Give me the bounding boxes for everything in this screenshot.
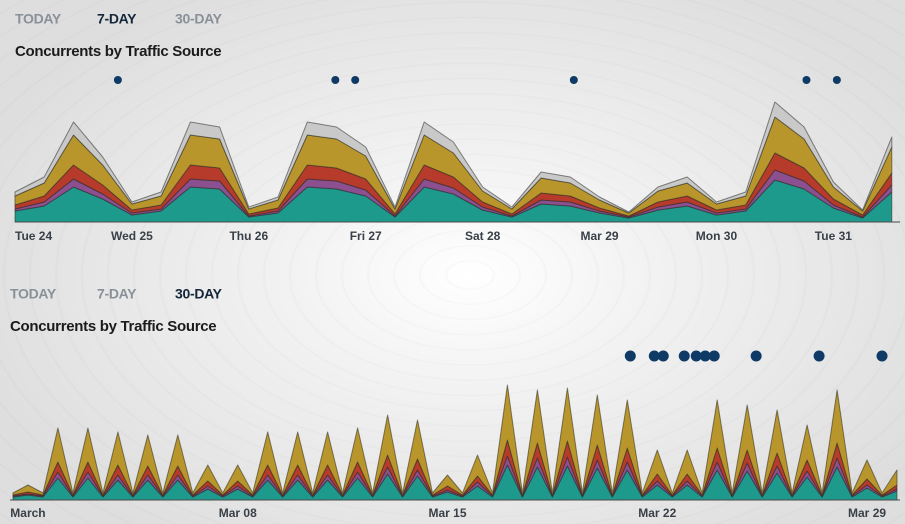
x-tick-label: Tue 24 xyxy=(15,229,52,243)
range-tab[interactable]: 30-DAY xyxy=(175,286,223,302)
x-tick-label: Mon 30 xyxy=(696,229,738,243)
event-dot xyxy=(813,350,825,362)
event-dot xyxy=(648,350,660,362)
chart-title: Concurrents by Traffic Source xyxy=(10,318,216,335)
event-dot xyxy=(113,76,122,84)
event-dot xyxy=(699,350,711,362)
event-dot xyxy=(351,76,360,84)
event-dot xyxy=(802,76,811,84)
event-dot xyxy=(624,350,636,362)
range-tab[interactable]: 30-DAY xyxy=(175,11,223,27)
event-dot xyxy=(690,350,702,362)
event-dot xyxy=(657,350,669,362)
event-dot xyxy=(832,76,841,84)
x-tick-label: Wed 25 xyxy=(111,229,153,243)
x-tick-label: Tue 31 xyxy=(815,229,852,243)
range-tab[interactable]: TODAY xyxy=(15,11,62,27)
range-tab[interactable]: 7-DAY xyxy=(97,286,137,302)
area-layer xyxy=(12,384,898,496)
event-dot xyxy=(331,76,340,84)
x-tick-label: Mar 08 xyxy=(219,506,257,520)
x-tick-label: Sat 28 xyxy=(465,229,501,243)
range-tab[interactable]: TODAY xyxy=(10,286,57,302)
area-layer xyxy=(14,101,893,214)
range-tab[interactable]: 7-DAY xyxy=(97,11,137,27)
x-tick-label: Mar 22 xyxy=(638,506,676,520)
x-tick-label: Fri 27 xyxy=(350,229,382,243)
x-tick-label: Mar 29 xyxy=(581,229,619,243)
event-dot xyxy=(569,76,578,84)
x-tick-label: Thu 26 xyxy=(229,229,268,243)
event-dot xyxy=(750,350,762,362)
x-tick-label: March xyxy=(10,506,45,520)
chart-title: Concurrents by Traffic Source xyxy=(15,43,221,60)
event-dot xyxy=(876,350,888,362)
event-dot xyxy=(678,350,690,362)
x-tick-label: Mar 15 xyxy=(428,506,466,520)
x-tick-label: Mar 29 xyxy=(848,506,886,520)
event-dot xyxy=(708,350,720,362)
